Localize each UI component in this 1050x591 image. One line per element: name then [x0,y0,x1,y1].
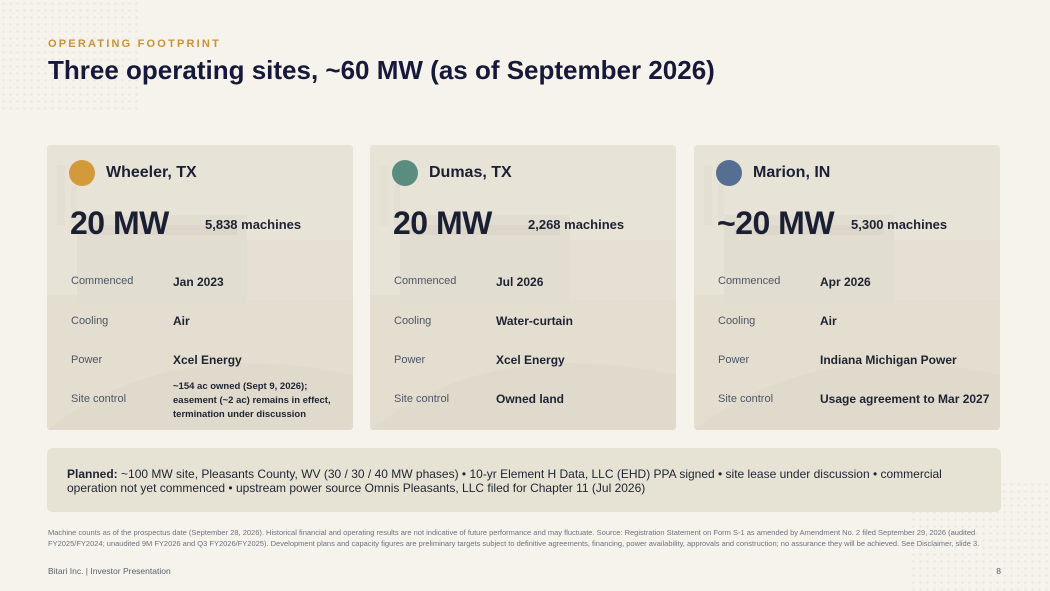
row-label-power: Power [71,354,103,366]
site-machines: 5,300 machines [851,217,948,232]
row-label-cooling: Cooling [71,315,109,327]
row-value-commenced: Jul 2026 [496,275,544,289]
dot-pattern-top-left [0,0,140,110]
site-capacity: 20 MW [393,205,492,241]
site-capacity: ~20 MW [717,205,835,241]
row-label-cooling: Cooling [394,315,432,327]
site-name: Marion, IN [753,164,831,181]
row-value-site-control: Owned land [496,392,565,406]
row-value-power: Xcel Energy [173,353,242,367]
disclaimer: Machine counts as of the prospectus date… [48,528,980,548]
section-eyebrow: OPERATING FOOTPRINT [48,38,221,50]
card-overlay [47,145,353,430]
planned-label: Planned: [67,467,118,481]
row-label-site-control: Site control [394,393,450,405]
row-label-cooling: Cooling [718,315,756,327]
site-capacity: 20 MW [70,205,169,241]
planned-site-callout: Planned: ~100 MW site, Pleasants County,… [47,448,1001,512]
site-card-dumas: Dumas, TX 20 MW 2,268 machines Commenced… [370,145,676,430]
row-value-power: Indiana Michigan Power [820,353,957,367]
row-value-commenced: Apr 2026 [820,275,871,289]
row-label-power: Power [718,354,750,366]
planned-text: Planned: ~100 MW site, Pleasants County,… [67,467,982,495]
row-label-commenced: Commenced [71,275,134,287]
site-machines: 5,838 machines [205,217,302,232]
row-value-cooling: Air [820,314,837,328]
row-value-commenced: Jan 2023 [173,275,224,289]
footer-company: Bitari Inc. | Investor Presentation [48,566,171,576]
row-value-site-control: ~154 ac owned (Sept 9, 2026); easement (… [173,381,331,420]
row-label-commenced: Commenced [718,275,781,287]
site-card-wheeler: Wheeler, TX 20 MW 5,838 machines Commenc… [47,145,353,430]
site-color-dot [392,160,418,186]
site-name: Wheeler, TX [106,164,197,181]
row-label-commenced: Commenced [394,275,457,287]
row-value-power: Xcel Energy [496,353,565,367]
site-color-dot [69,160,95,186]
page-number: 8 [996,566,1001,576]
site-color-dot [716,160,742,186]
planned-description: ~100 MW site, Pleasants County, WV (30 /… [67,467,942,495]
site-machines: 2,268 machines [528,217,625,232]
site-name: Dumas, TX [429,164,512,181]
row-label-site-control: Site control [71,393,127,405]
row-value-cooling: Air [173,314,190,328]
row-label-site-control: Site control [718,393,774,405]
card-overlay [370,145,676,430]
row-label-power: Power [394,354,426,366]
page-title: Three operating sites, ~60 MW (as of Sep… [48,55,715,85]
card-overlay [694,145,1000,430]
row-value-cooling: Water-curtain [496,314,573,328]
row-value-site-control: Usage agreement to Mar 2027 [820,392,990,406]
site-card-marion: Marion, IN ~20 MW 5,300 machines Commenc… [694,145,1000,430]
